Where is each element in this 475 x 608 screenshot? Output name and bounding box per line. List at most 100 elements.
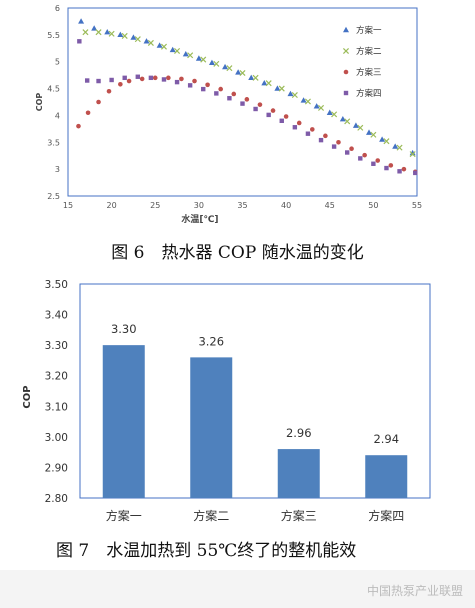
data-point <box>300 97 307 103</box>
data-point <box>379 136 386 142</box>
data-point <box>366 129 373 135</box>
data-point <box>82 29 89 36</box>
data-label: 2.94 <box>373 432 399 446</box>
legend-label: 方案一 <box>356 25 382 36</box>
data-point <box>121 32 128 39</box>
data-point <box>336 139 341 145</box>
data-label: 3.26 <box>198 334 224 348</box>
x-tick-label: 50 <box>368 201 378 210</box>
data-point <box>375 158 381 163</box>
y-axis-label: COP <box>35 93 44 112</box>
data-point <box>383 138 390 145</box>
data-point <box>413 170 418 176</box>
data-point <box>122 75 127 81</box>
figure-6-caption: 图 6 热水器 COP 随水温的变化 <box>111 243 364 263</box>
data-point <box>218 86 223 92</box>
data-point <box>305 131 311 136</box>
data-point <box>331 111 338 118</box>
data-point <box>187 83 193 88</box>
data-point <box>161 77 167 82</box>
y-tick-label: 2.90 <box>45 462 68 474</box>
watermark-text: 中国热泵产业联盟 <box>366 584 463 598</box>
legend-marker <box>343 26 349 33</box>
data-point <box>339 115 346 122</box>
bottom-band <box>0 570 475 608</box>
data-point <box>156 42 163 48</box>
y-tick-label: 4.5 <box>47 85 60 94</box>
figure-7-caption: 图 7 水温加热到 55℃终了的整机能效 <box>56 541 357 561</box>
data-point <box>160 43 167 50</box>
data-point <box>117 31 124 38</box>
data-point <box>174 47 181 54</box>
data-point <box>95 29 102 36</box>
data-point <box>174 79 180 85</box>
data-point <box>384 165 389 171</box>
y-tick-label: 3.50 <box>45 279 68 291</box>
data-point <box>266 112 271 118</box>
data-point <box>257 102 263 107</box>
series-3 <box>76 75 418 175</box>
y-tick-label: 3 <box>55 165 60 174</box>
data-point <box>291 91 298 99</box>
data-point <box>313 103 320 109</box>
data-point <box>118 81 123 87</box>
y-tick-label: 3.30 <box>45 340 68 352</box>
legend-label: 方案四 <box>356 88 382 99</box>
data-point <box>192 78 197 84</box>
data-point <box>326 109 333 115</box>
data-point <box>357 124 364 131</box>
x-tick-label: 25 <box>150 201 160 210</box>
y-axis-label: COP <box>22 385 33 408</box>
x-tick-label: 30 <box>194 201 204 210</box>
data-point <box>318 137 324 143</box>
data-point <box>213 60 220 67</box>
y-tick-label: 6 <box>55 4 60 13</box>
data-point <box>214 91 219 96</box>
data-point <box>169 46 176 53</box>
data-point <box>331 144 337 149</box>
x-tick-label: 方案二 <box>193 508 229 523</box>
x-tick-label: 55 <box>412 201 422 210</box>
x-tick-label: 40 <box>281 201 291 210</box>
legend-label: 方案二 <box>356 46 382 57</box>
y-tick-label: 3.40 <box>45 310 68 322</box>
data-point <box>345 150 350 155</box>
data-point <box>261 80 268 86</box>
data-point <box>296 120 302 126</box>
data-point <box>253 106 258 112</box>
bar <box>102 345 145 498</box>
data-point <box>252 74 259 81</box>
data-point <box>200 56 207 63</box>
data-point <box>274 85 281 91</box>
final-efficiency-bar-chart: 2.80 2.90 3.00 3.10 3.20 3.30 3.40 3.50 COP 3.30 方… <box>22 279 431 523</box>
data-point <box>235 69 242 75</box>
data-point <box>352 122 359 128</box>
data-point <box>84 78 90 83</box>
data-point <box>147 39 154 46</box>
data-point <box>96 99 101 105</box>
data-point <box>318 104 325 111</box>
data-point <box>248 74 255 81</box>
data-point <box>109 77 114 83</box>
data-point <box>222 63 229 70</box>
legend-marker <box>343 69 349 75</box>
y-tick-label: 2.5 <box>47 192 60 201</box>
data-point <box>108 30 115 37</box>
series-4 <box>77 39 418 176</box>
legend-marker <box>343 90 349 96</box>
data-point <box>226 65 233 72</box>
data-point <box>85 110 91 116</box>
data-point <box>370 131 377 138</box>
data-point <box>396 144 403 151</box>
legend <box>338 18 402 104</box>
data-point <box>304 98 311 105</box>
data-point <box>278 85 285 92</box>
legend-marker <box>342 47 350 55</box>
x-axis-label: 水温[℃] <box>181 213 218 225</box>
data-point <box>240 101 245 106</box>
data-point <box>409 151 416 158</box>
series-2 <box>82 29 416 158</box>
data-point <box>208 59 215 65</box>
data-point <box>231 91 237 97</box>
data-point <box>104 28 111 35</box>
